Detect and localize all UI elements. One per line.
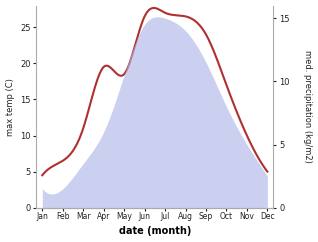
Y-axis label: max temp (C): max temp (C): [5, 78, 15, 136]
Y-axis label: med. precipitation (kg/m2): med. precipitation (kg/m2): [303, 50, 313, 163]
X-axis label: date (month): date (month): [119, 227, 191, 236]
